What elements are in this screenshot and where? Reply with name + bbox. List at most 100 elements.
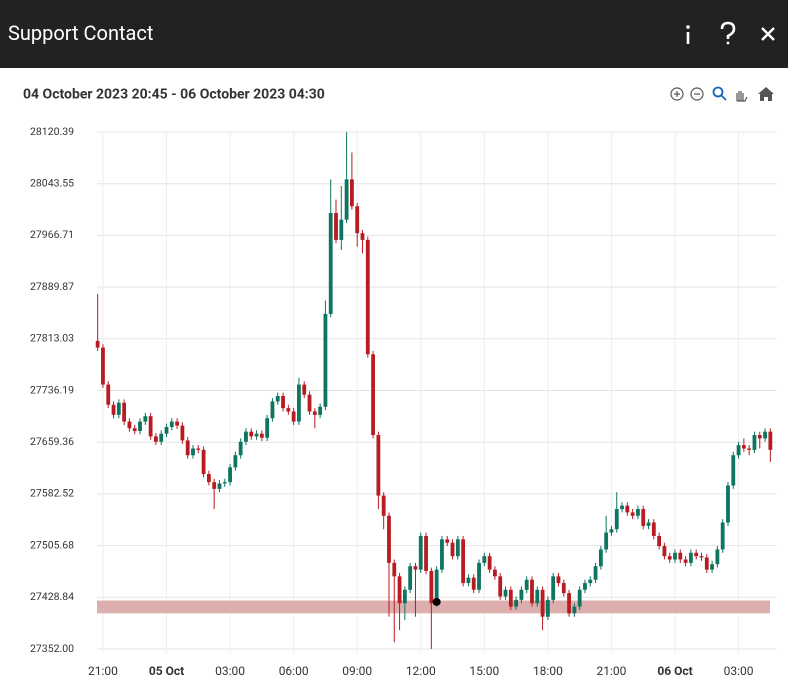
candle-body xyxy=(307,394,312,412)
zoom-select-button[interactable] xyxy=(712,86,727,101)
candle-body xyxy=(297,384,301,422)
candle-body xyxy=(392,562,397,577)
candle-body xyxy=(736,445,741,456)
candle-body xyxy=(604,532,609,550)
candle-body xyxy=(440,539,444,570)
candle-body xyxy=(191,448,195,456)
y-tick-label: 27428.84 xyxy=(30,590,74,603)
candle-body xyxy=(270,401,275,419)
candle-body xyxy=(138,421,142,432)
candle-body xyxy=(328,213,333,314)
candle-body xyxy=(487,556,492,570)
help-button[interactable] xyxy=(720,21,736,45)
candle-body xyxy=(757,435,762,439)
candle-body xyxy=(402,589,407,604)
candle-body xyxy=(302,384,307,395)
x-tick-label: 15:00 xyxy=(469,664,499,678)
candle-body xyxy=(704,557,709,570)
candle-body xyxy=(455,539,460,557)
candle-body xyxy=(424,535,428,571)
chart-subtitle: 04 October 2023 20:45 - 06 October 2023 … xyxy=(23,87,325,103)
candle-body xyxy=(450,542,455,557)
candle-body xyxy=(482,556,487,563)
dialog-title: Support Contact xyxy=(8,21,154,45)
candle-body xyxy=(657,535,662,547)
candle-body xyxy=(646,522,651,526)
candle-body xyxy=(614,509,619,530)
close-button[interactable] xyxy=(761,27,775,41)
info-button[interactable] xyxy=(686,25,690,44)
x-tick-label: 05 Oct xyxy=(149,664,184,678)
candle-body xyxy=(318,406,323,415)
candle-body xyxy=(540,589,545,617)
zoom-out-button[interactable] xyxy=(690,87,704,101)
candle-body xyxy=(673,552,677,560)
candle-body xyxy=(763,431,767,439)
x-tick-label: 12:00 xyxy=(406,664,436,678)
candle-body xyxy=(593,566,598,580)
pan-button[interactable] xyxy=(736,91,748,102)
candle-body xyxy=(180,425,185,441)
candle-body xyxy=(662,546,667,557)
candle-body xyxy=(413,566,418,570)
y-tick-label: 28043.55 xyxy=(30,176,74,189)
candle-body xyxy=(651,522,656,536)
candle-body xyxy=(688,552,693,563)
candle-body xyxy=(222,482,227,484)
candle-body xyxy=(111,404,116,415)
candle-body xyxy=(524,579,529,590)
candle-body xyxy=(429,570,434,604)
candle-body xyxy=(503,589,508,597)
x-tick-label: 06 Oct xyxy=(657,664,692,678)
candle-body xyxy=(334,213,338,240)
candle-body xyxy=(434,569,439,604)
candle-body xyxy=(312,411,317,415)
candle-body xyxy=(164,426,169,434)
x-tick-label: 18:00 xyxy=(533,664,563,678)
candle-body xyxy=(169,421,174,427)
candle-body xyxy=(445,539,450,543)
y-tick-label: 27813.03 xyxy=(30,332,74,345)
candle-body xyxy=(397,576,402,604)
y-tick-label: 27352.00 xyxy=(30,642,74,655)
candle-body xyxy=(752,435,757,450)
candle-body xyxy=(588,579,593,584)
candle-body xyxy=(636,509,640,516)
candle-body xyxy=(535,589,540,604)
candle-body xyxy=(493,569,497,577)
candle-body xyxy=(418,535,423,570)
candle-body xyxy=(514,599,519,607)
candle-body xyxy=(508,589,513,607)
candle-body xyxy=(148,416,153,437)
x-tick-label: 21:00 xyxy=(597,664,627,678)
candle-body xyxy=(95,340,100,348)
candle-body xyxy=(281,396,285,409)
candle-body xyxy=(349,179,354,207)
candle-body xyxy=(265,418,270,438)
candle-body xyxy=(365,239,370,355)
candle-body xyxy=(641,509,646,526)
candle-body xyxy=(678,552,683,560)
candle-body xyxy=(175,421,180,426)
reset-button[interactable] xyxy=(758,87,774,101)
candle-body xyxy=(461,539,466,584)
candle-body xyxy=(715,549,720,565)
candle-body xyxy=(710,564,714,570)
candle-body xyxy=(275,396,280,402)
candle-body xyxy=(122,402,127,422)
candle-body xyxy=(545,599,550,617)
candle-body xyxy=(466,577,471,584)
candle-body xyxy=(768,431,773,450)
candle-body xyxy=(286,408,291,412)
x-tick-label: 03:00 xyxy=(724,664,754,678)
candle-body xyxy=(143,416,148,422)
x-tick-label: 09:00 xyxy=(342,664,372,678)
candle-body xyxy=(116,402,121,415)
y-tick-label: 27736.19 xyxy=(30,383,74,396)
candle-body xyxy=(577,589,582,607)
candle-body xyxy=(598,549,603,567)
zoom-in-button[interactable] xyxy=(670,87,684,101)
y-tick-label: 27659.36 xyxy=(30,435,74,448)
y-tick-label: 27505.68 xyxy=(30,538,74,551)
